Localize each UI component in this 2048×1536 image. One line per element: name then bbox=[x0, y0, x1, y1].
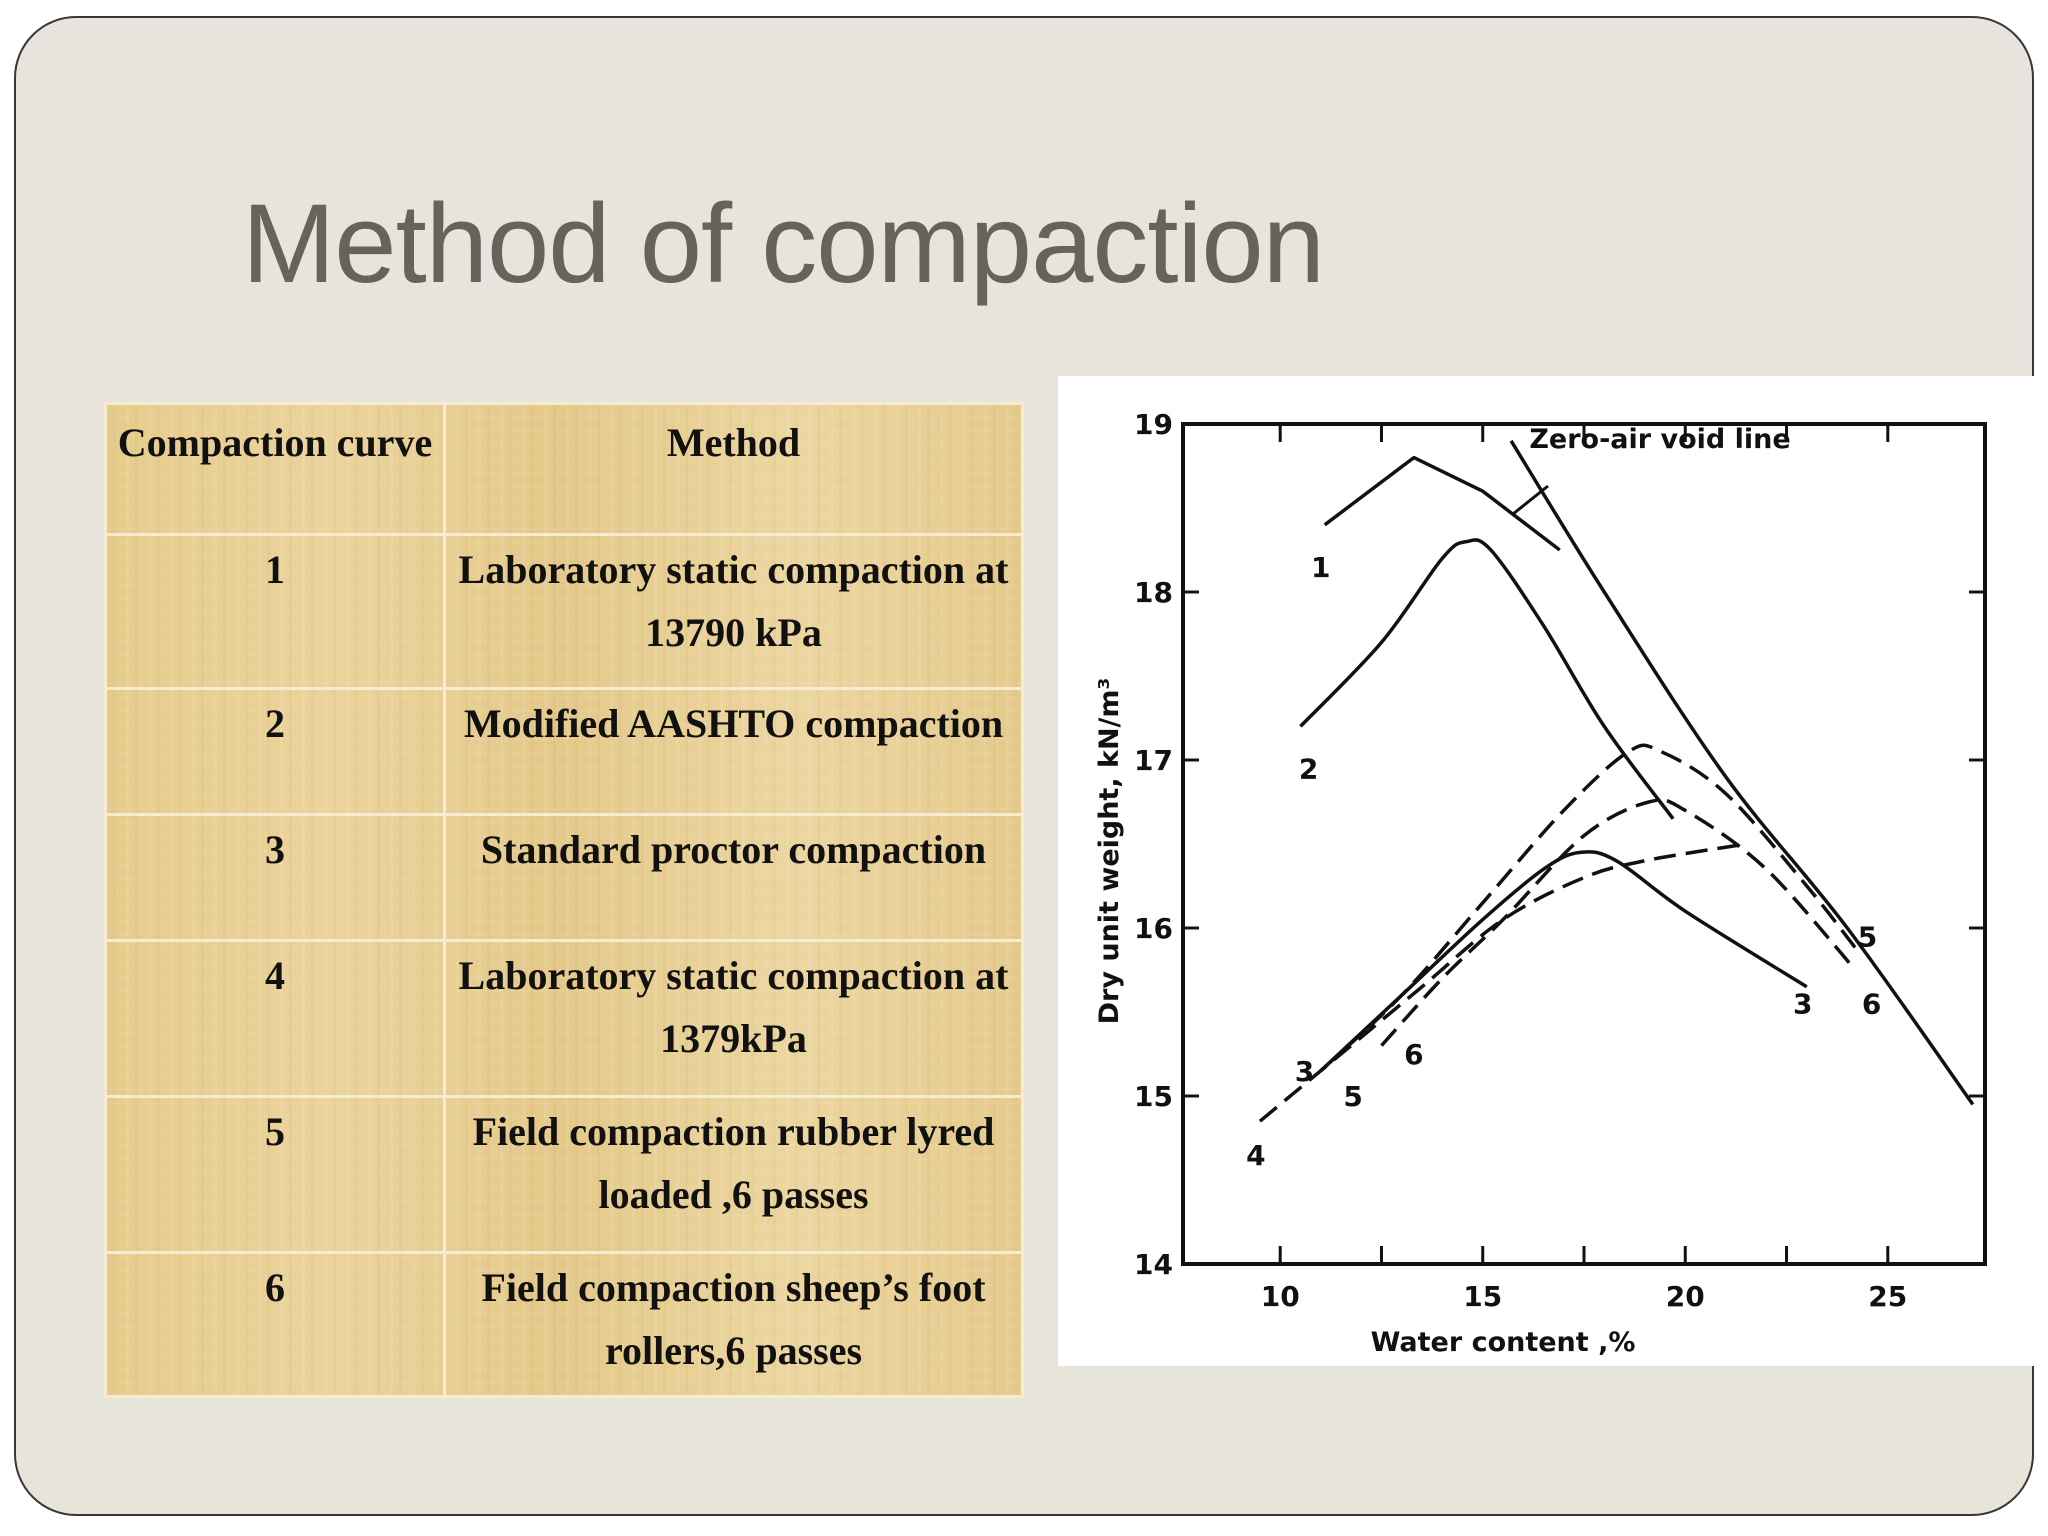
curve-5-line bbox=[1319, 743, 1861, 1073]
method-description: Field compaction rubber lyred loaded ,6 … bbox=[443, 1095, 1024, 1254]
y-tick-label: 17 bbox=[1134, 744, 1173, 777]
method-description: Laboratory static compaction at 13790 kP… bbox=[443, 533, 1024, 690]
curve-number: 6 bbox=[104, 1251, 446, 1398]
curve-labels: 1 2 3 3 4 5 5 6 6 bbox=[1246, 551, 1881, 1172]
x-tick-label: 15 bbox=[1463, 1280, 1502, 1313]
x-tick-label: 10 bbox=[1261, 1280, 1300, 1313]
curve-number: 4 bbox=[104, 939, 446, 1098]
zav-leader-line bbox=[1512, 484, 1549, 516]
compaction-curves-plot: 10 15 20 25 14 15 16 17 18 19 1 2 3 3 4 5 5 6 6 Water con… bbox=[1094, 408, 1987, 1358]
table-row: 2 Modified AASHTO compaction bbox=[104, 687, 1024, 816]
slide-title: Method of compaction bbox=[242, 181, 1325, 306]
table-row: 1 Laboratory static compaction at 13790 … bbox=[104, 533, 1024, 690]
compaction-methods-table: Compaction curve Method 1 Laboratory sta… bbox=[104, 402, 1024, 1398]
curve-number: 5 bbox=[104, 1095, 446, 1254]
methods-table-container: Compaction curve Method 1 Laboratory sta… bbox=[104, 402, 1024, 1398]
curve-number: 3 bbox=[104, 813, 446, 942]
curve-zero-air-void-line-line bbox=[1509, 439, 1975, 1106]
table-row: 6 Field compaction sheep’s foot rollers,… bbox=[104, 1251, 1024, 1398]
y-tick-label: 18 bbox=[1134, 576, 1173, 609]
curve-label-1: 1 bbox=[1311, 551, 1330, 584]
method-description: Modified AASHTO compaction bbox=[443, 687, 1024, 816]
x-tick-label: 25 bbox=[1868, 1280, 1907, 1313]
y-tick-label: 16 bbox=[1134, 912, 1173, 945]
curve-lines bbox=[1258, 439, 1975, 1123]
curve-label-4: 4 bbox=[1246, 1139, 1265, 1172]
y-tick-label: 19 bbox=[1134, 408, 1173, 441]
zero-air-void-label: Zero-air void line bbox=[1529, 424, 1790, 455]
plot-frame bbox=[1181, 422, 1987, 1266]
x-axis-label: Water content ,% bbox=[1371, 1327, 1636, 1358]
curve-number: 2 bbox=[104, 687, 446, 816]
x-tick-label: 20 bbox=[1666, 1280, 1705, 1313]
curve-2-line bbox=[1299, 538, 1675, 820]
method-description: Standard proctor compaction bbox=[443, 813, 1024, 942]
table-row: 3 Standard proctor compaction bbox=[104, 813, 1024, 942]
header-compaction-curve: Compaction curve bbox=[104, 402, 446, 536]
y-axis-label: Dry unit weight, kN/m³ bbox=[1094, 678, 1125, 1025]
curve-label-5: 5 bbox=[1858, 920, 1877, 953]
curve-1-line bbox=[1323, 455, 1561, 552]
method-description: Field compaction sheep’s foot rollers,6 … bbox=[443, 1251, 1024, 1398]
method-description: Laboratory static compaction at 1379kPa bbox=[443, 939, 1024, 1098]
curve-6-line bbox=[1380, 798, 1857, 1047]
table-row: 5 Field compaction rubber lyred loaded ,… bbox=[104, 1095, 1024, 1254]
curve-label-6: 6 bbox=[1862, 988, 1881, 1021]
compaction-chart: 10 15 20 25 14 15 16 17 18 19 1 2 3 3 4 5 5 6 6 Water con… bbox=[1058, 376, 2034, 1366]
y-tick-label: 15 bbox=[1134, 1080, 1173, 1113]
plot-border bbox=[1181, 422, 1987, 1266]
curve-label-6: 6 bbox=[1404, 1038, 1423, 1071]
curve-label-2: 2 bbox=[1299, 752, 1318, 785]
header-method: Method bbox=[443, 402, 1024, 536]
curve-number: 1 bbox=[104, 533, 446, 690]
table-header-row: Compaction curve Method bbox=[104, 402, 1024, 536]
curve-label-3: 3 bbox=[1295, 1055, 1314, 1088]
curve-label-3: 3 bbox=[1793, 988, 1812, 1021]
curve-label-5: 5 bbox=[1343, 1080, 1362, 1113]
y-tick-label: 14 bbox=[1134, 1248, 1173, 1281]
curve-4-line bbox=[1258, 842, 1747, 1123]
table-row: 4 Laboratory static compaction at 1379kP… bbox=[104, 939, 1024, 1098]
